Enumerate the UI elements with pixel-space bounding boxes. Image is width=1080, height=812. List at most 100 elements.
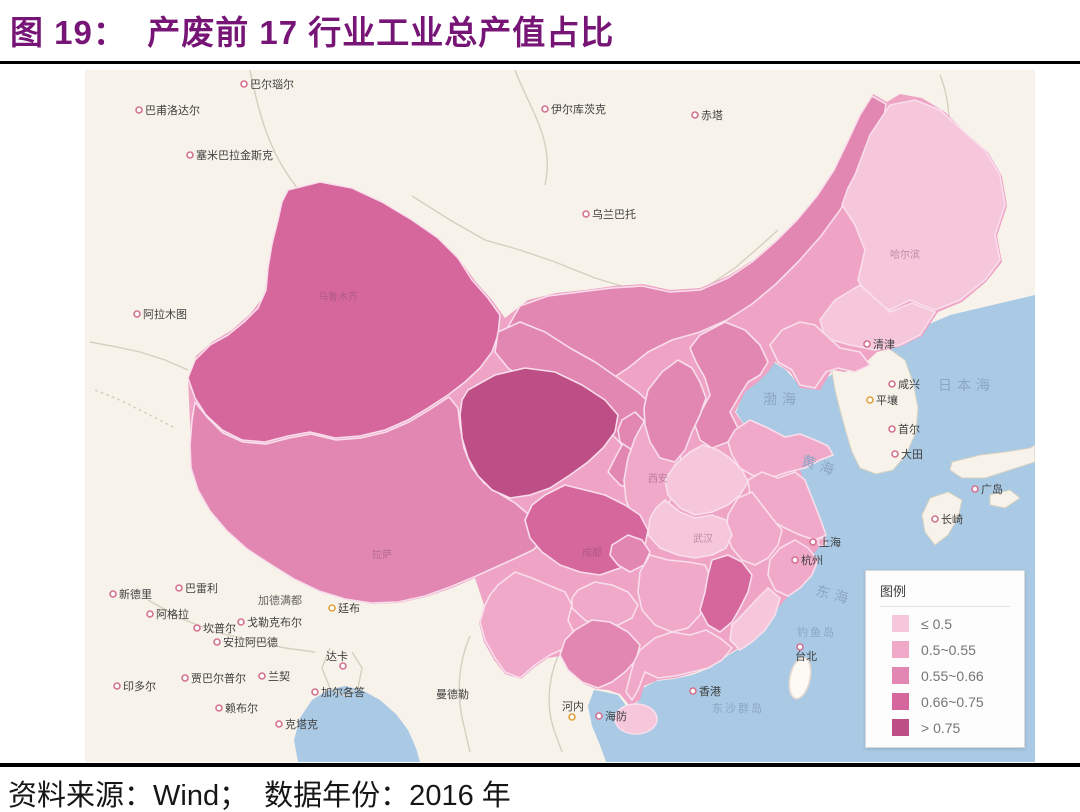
map-label: 乌兰巴托 — [592, 207, 636, 221]
city-dot — [135, 106, 143, 114]
legend-label: ≤ 0.5 — [921, 615, 953, 632]
city-dot — [275, 720, 283, 728]
map-label-faint: 西安 — [648, 472, 668, 485]
legend-row: 0.66~0.75 — [880, 693, 1010, 710]
city-dot — [311, 688, 319, 696]
legend-row: 0.5~0.55 — [880, 641, 1010, 658]
city-dot — [328, 604, 336, 612]
city-dot — [339, 662, 347, 670]
legend-row: ≤ 0.5 — [880, 615, 1010, 632]
map-label: 杭州 — [801, 553, 823, 567]
legend-swatch — [892, 667, 909, 684]
province-hunan — [637, 554, 713, 633]
map-label: 大田 — [901, 447, 923, 461]
map-label: 上海 — [819, 535, 841, 549]
city-dot — [109, 590, 117, 598]
city-dot — [888, 425, 896, 433]
legend-row: 0.55~0.66 — [880, 667, 1010, 684]
map-label: 咸兴 — [898, 378, 920, 391]
city-dot — [237, 618, 245, 626]
legend-label: 0.5~0.55 — [921, 641, 976, 658]
map-label: 巴甫洛达尔 — [145, 103, 200, 117]
foreign-land-layer — [831, 344, 1035, 546]
province-guangdong — [625, 629, 733, 701]
city-dot — [971, 485, 979, 493]
city-dot — [595, 712, 603, 720]
legend-title: 图例 — [880, 581, 1010, 607]
map-label: 安拉阿巴德 — [223, 635, 278, 649]
map-label: 首尔 — [898, 422, 920, 436]
province-fujian — [729, 587, 781, 651]
city-dot — [891, 450, 899, 458]
city-dot — [689, 687, 697, 695]
legend-swatch — [892, 693, 909, 710]
border-india-north — [147, 599, 316, 653]
island-taiwan — [788, 656, 812, 700]
legend-row: > 0.75 — [880, 719, 1010, 736]
sea-label-bohai: 渤海 — [763, 391, 801, 407]
map-label: 河内 — [562, 699, 584, 713]
city-dot — [133, 310, 141, 318]
legend-label: 0.55~0.66 — [921, 667, 984, 684]
map-label: 广岛 — [981, 482, 1003, 496]
map-label: 海防 — [605, 709, 627, 723]
border-myanmar — [458, 635, 471, 753]
province-shanghai — [817, 537, 827, 547]
map-label-faint: 成都 — [582, 547, 602, 559]
map-label: 克塔克 — [285, 718, 318, 731]
province-jiangxi — [699, 554, 753, 633]
map-label: 贾巴尔普尔 — [191, 671, 246, 685]
top-divider — [0, 61, 1080, 64]
province-liaoning — [769, 321, 871, 389]
map-label-faint: 武汉 — [693, 532, 713, 545]
map-label: 兰契 — [268, 669, 290, 683]
city-dot — [791, 556, 799, 564]
city-dot — [213, 638, 221, 646]
map-label: 戈勒克布尔 — [247, 616, 302, 629]
sea-label-japan-sea: 日本海 — [938, 377, 995, 393]
province-yunnan — [479, 571, 576, 679]
map-label: 塞米巴拉金斯克 — [196, 148, 273, 162]
border-west-kazakh — [89, 341, 189, 371]
city-dot — [568, 713, 576, 721]
page-title: 图 19： 产废前 17 行业工业总产值占比 — [10, 14, 615, 51]
city-dot — [541, 105, 549, 113]
map-label: 达卡 — [326, 650, 348, 663]
map-label: 坎普尔 — [203, 621, 236, 635]
city-dot — [146, 610, 154, 618]
border-bangladesh — [321, 647, 363, 697]
city-dot — [240, 80, 248, 88]
map-label: 平壤 — [876, 393, 898, 407]
map-label: 巴尔瑙尔 — [250, 78, 294, 91]
legend-label: 0.66~0.75 — [921, 693, 984, 710]
province-heilongjiang — [841, 99, 1006, 311]
province-shanxi — [643, 359, 707, 463]
city-dot — [175, 584, 183, 592]
city-dot — [113, 682, 121, 690]
map-label: 印多尔 — [123, 679, 156, 693]
city-dot — [215, 704, 223, 712]
map-label: 巴雷利 — [185, 582, 218, 595]
city-dot — [866, 396, 874, 404]
map-label: 曼德勒 — [436, 687, 469, 701]
map-label: 香港 — [699, 685, 721, 698]
legend-swatch — [892, 641, 909, 658]
province-zhejiang — [767, 539, 819, 597]
map-label-faint: 哈尔滨 — [890, 248, 920, 261]
border-kazakh-dashed — [94, 389, 176, 429]
province-hainan — [614, 703, 658, 735]
city-dot-markers — [109, 80, 979, 728]
border-vietnam-laos — [548, 655, 563, 753]
province-jilin — [819, 284, 936, 351]
china-choropleth-map: 巴尔瑙尔 巴甫洛达尔 塞米巴拉金斯克 伊尔库茨克 赤塔 乌兰巴托 阿拉木图 清津… — [85, 70, 1035, 762]
map-label: 加德满都 — [258, 593, 302, 607]
river-siberia — [514, 70, 548, 186]
map-label: 赤塔 — [701, 109, 723, 122]
map-label: 新德里 — [119, 587, 152, 601]
map-label: 伊尔库茨克 — [551, 102, 606, 116]
source-line: 资料来源：Wind； 数据年份：2016 年 — [8, 780, 511, 812]
map-label: 加尔各答 — [321, 685, 365, 699]
map-label: 阿拉木图 — [143, 307, 187, 321]
province-qinghai — [459, 367, 619, 499]
city-dot — [193, 624, 201, 632]
